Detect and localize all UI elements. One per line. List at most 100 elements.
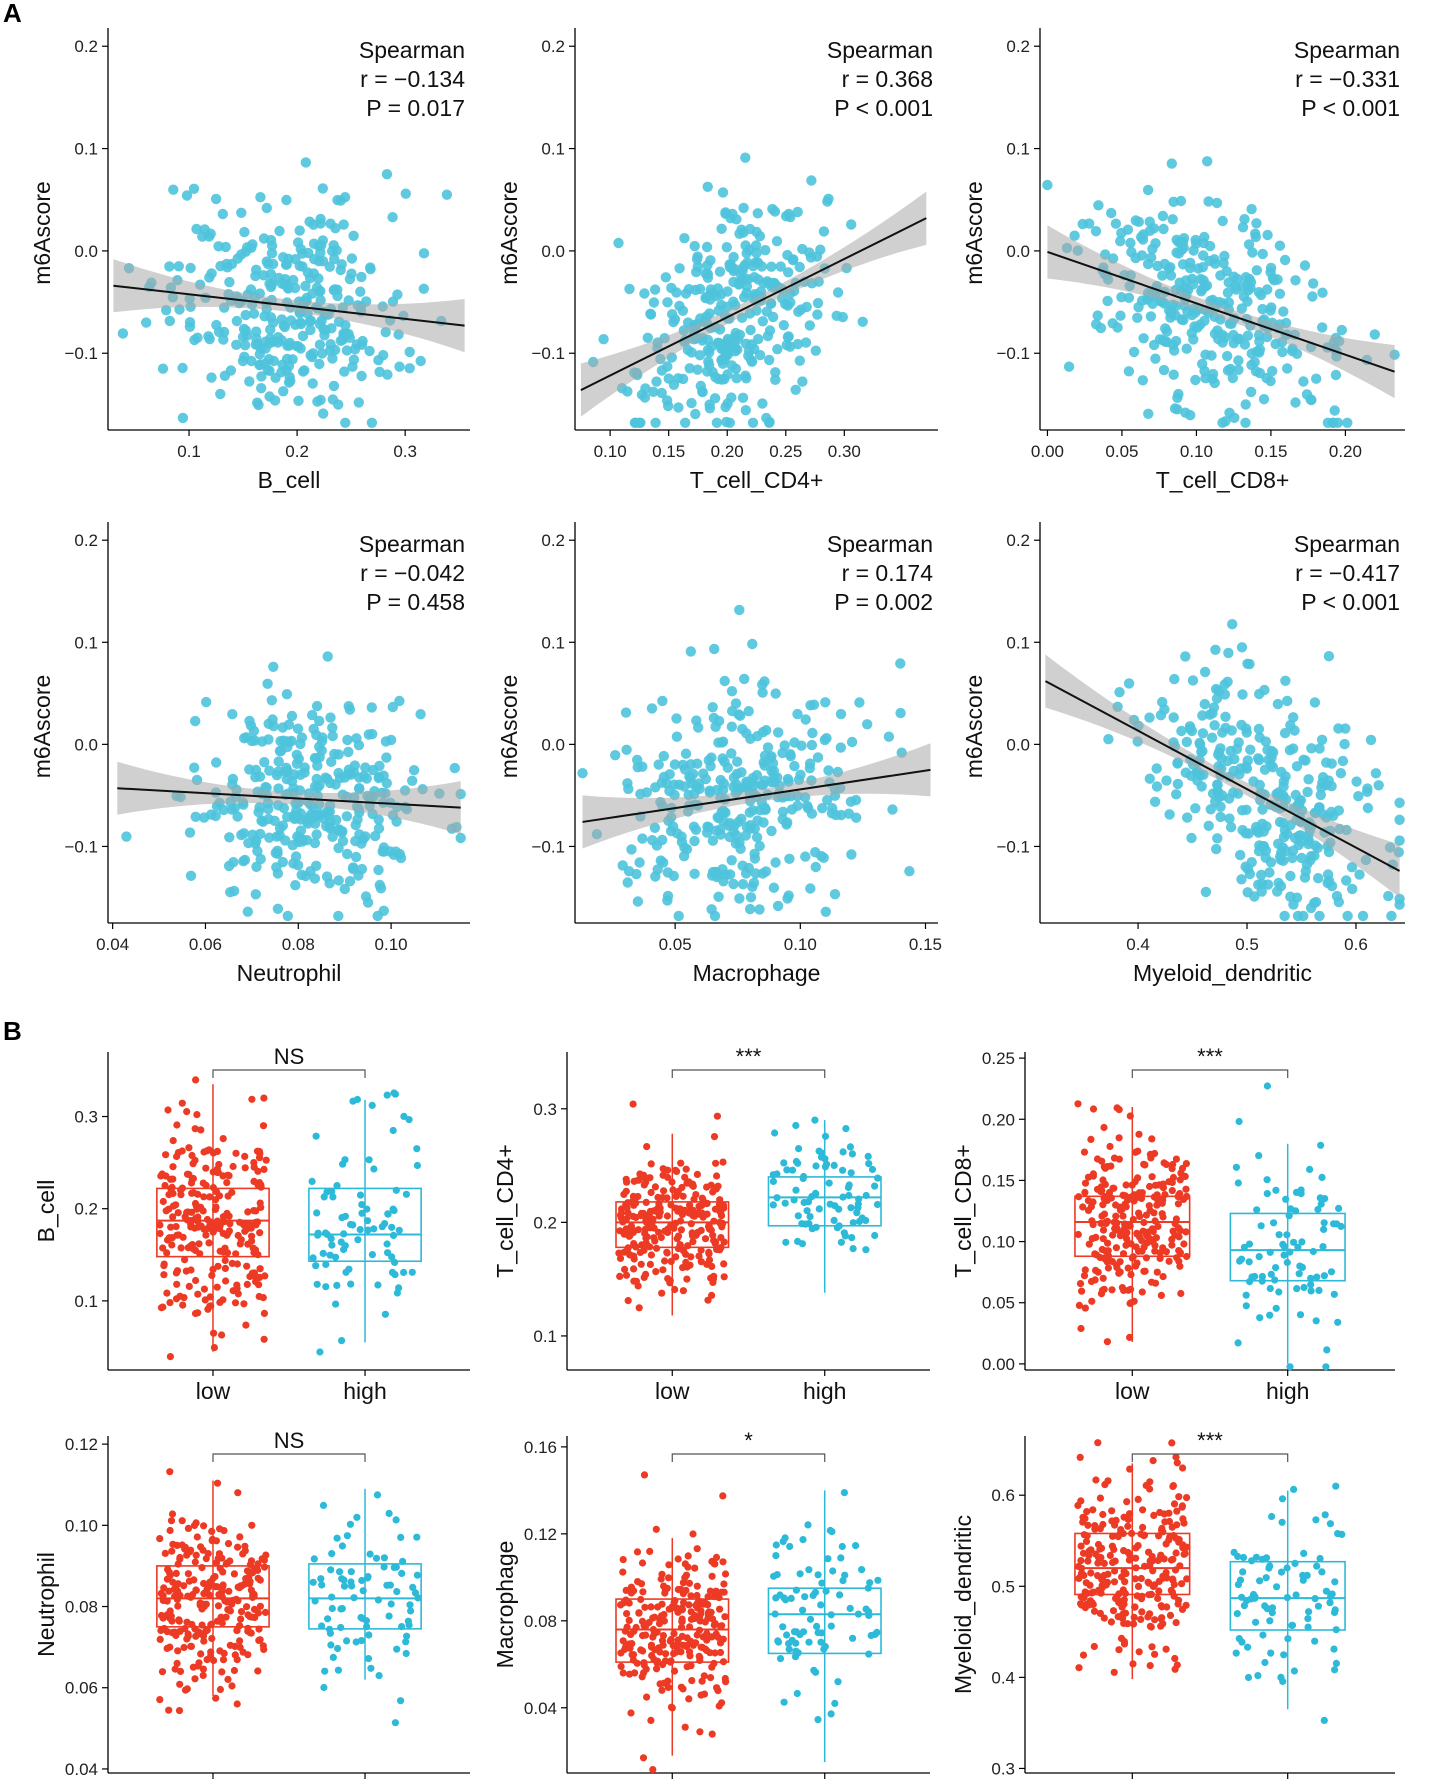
data-point (168, 184, 179, 195)
data-point (1236, 642, 1248, 653)
data-point (1074, 1501, 1082, 1510)
data-point (317, 235, 328, 246)
data-point (1165, 1257, 1173, 1265)
data-point (250, 1207, 258, 1215)
data-point (635, 1304, 643, 1312)
y-tick-label: 0.06 (65, 1679, 98, 1698)
data-point (640, 383, 651, 394)
data-point (161, 1549, 169, 1557)
x-axis-title: T_cell_CD4+ (690, 467, 824, 493)
data-point (715, 829, 726, 840)
data-point (1161, 775, 1172, 786)
data-point (647, 835, 658, 846)
data-point (176, 1680, 184, 1688)
data-point (691, 1564, 699, 1572)
data-point (805, 883, 816, 894)
data-point (1267, 762, 1279, 773)
data-point (191, 1125, 199, 1133)
data-point (800, 714, 811, 725)
data-point (851, 812, 862, 823)
data-point (712, 1553, 721, 1561)
data-point (204, 333, 215, 345)
data-point (646, 1547, 654, 1555)
data-point (389, 1126, 397, 1135)
y-tick-label: 0.1 (541, 633, 565, 652)
data-point (693, 1591, 701, 1600)
data-point (1239, 1553, 1248, 1562)
data-point (215, 1160, 223, 1169)
data-point (658, 771, 670, 783)
data-point (395, 1284, 403, 1292)
data-point (200, 1579, 208, 1588)
data-point (838, 1542, 846, 1551)
data-point (651, 1183, 660, 1191)
data-point (158, 1170, 166, 1178)
data-point (1257, 818, 1268, 829)
category-label-low: low (196, 1378, 231, 1404)
data-point (390, 1206, 398, 1215)
data-point (1244, 1643, 1252, 1651)
data-point (1159, 1213, 1167, 1221)
data-point (774, 1637, 782, 1645)
data-point (854, 1200, 862, 1208)
data-point (1111, 1557, 1119, 1565)
y-axis-title: m6Ascore (961, 675, 987, 779)
data-point (260, 1335, 268, 1343)
box-high (308, 1488, 422, 1727)
data-point (1074, 1230, 1082, 1239)
data-point (1257, 1222, 1265, 1230)
data-point (821, 1163, 830, 1171)
data-point (296, 869, 307, 881)
data-point (701, 1645, 710, 1653)
data-point (678, 1615, 686, 1623)
data-point (1099, 1274, 1107, 1282)
data-point (236, 1533, 244, 1541)
data-point (710, 371, 721, 383)
y-tick-label: −0.1 (996, 837, 1030, 856)
data-point (1184, 262, 1196, 274)
data-point (210, 810, 221, 822)
data-point (841, 1571, 849, 1579)
data-point (619, 1637, 627, 1645)
data-point (1295, 1270, 1303, 1278)
data-point (1124, 1286, 1132, 1294)
data-point (665, 1561, 673, 1569)
data-point (1151, 763, 1162, 774)
data-point (375, 1672, 383, 1680)
data-point (1145, 311, 1157, 322)
data-point (177, 362, 188, 374)
data-point (1112, 1516, 1120, 1524)
regression-line (113, 284, 465, 327)
data-point (666, 1277, 674, 1285)
data-point (313, 1280, 321, 1288)
data-point (847, 1169, 855, 1177)
data-point (1251, 265, 1263, 276)
data-point (803, 1207, 811, 1215)
data-point (693, 778, 705, 789)
data-point (1169, 345, 1180, 356)
data-point (746, 356, 758, 367)
data-point (1093, 200, 1104, 211)
data-point (1087, 1569, 1095, 1577)
data-point (404, 1617, 412, 1625)
data-point (1144, 712, 1155, 723)
data-point (823, 193, 834, 204)
data-point (231, 1651, 239, 1659)
data-point (814, 1716, 822, 1724)
data-point (225, 887, 236, 898)
data-point (331, 1253, 340, 1261)
data-point (638, 1559, 647, 1567)
data-point (1244, 1673, 1253, 1682)
data-point (200, 1285, 208, 1293)
data-point (267, 258, 279, 270)
data-point (1329, 405, 1340, 416)
data-point (1165, 270, 1177, 281)
data-point (1307, 291, 1318, 302)
data-point (775, 261, 786, 272)
data-point (292, 237, 304, 248)
data-point (156, 1221, 164, 1229)
data-point (632, 1243, 640, 1251)
data-point (388, 1223, 396, 1231)
data-point (788, 1166, 797, 1174)
